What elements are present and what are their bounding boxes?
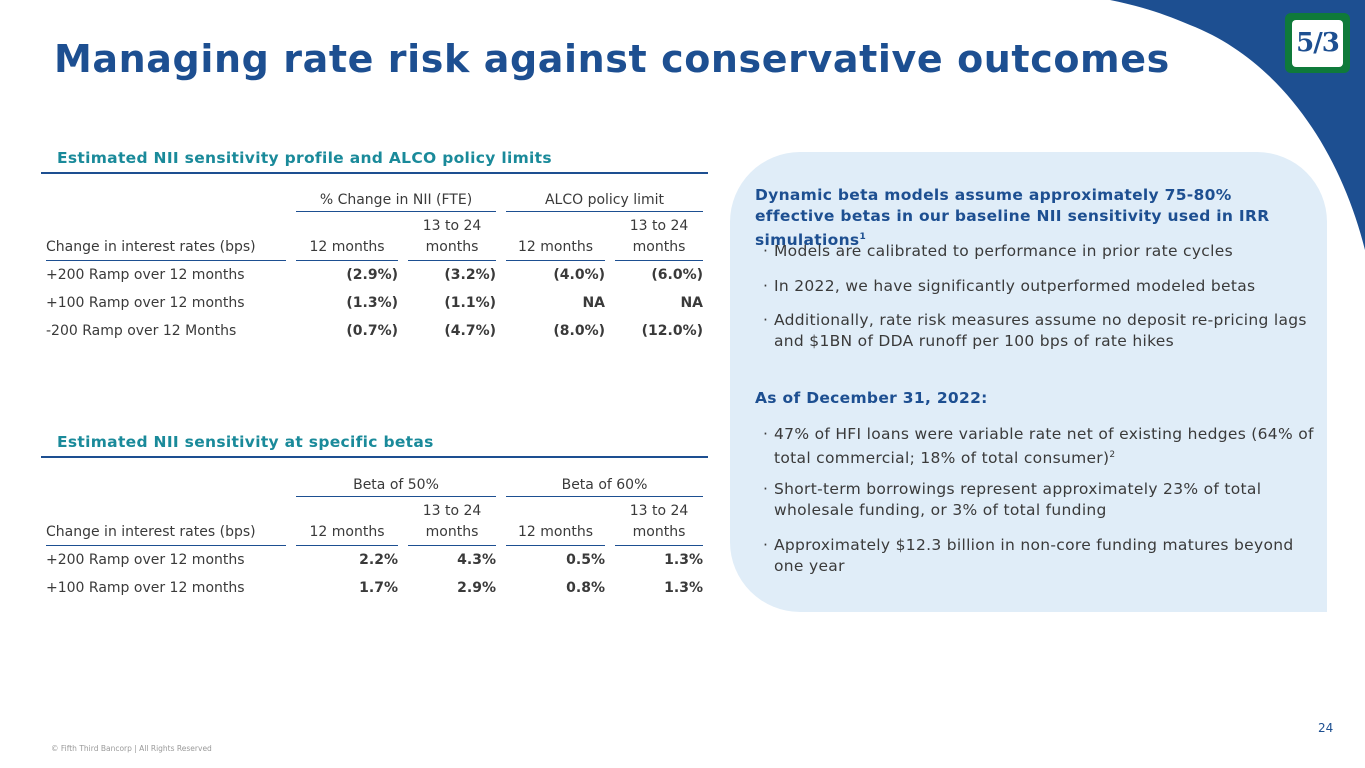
row-label: +100 Ramp over 12 months <box>46 295 245 311</box>
nii-sensitivity-table: % Change in NII (FTE) ALCO policy limit … <box>41 188 708 345</box>
cell: (1.1%) <box>444 295 496 311</box>
bullet-dot: · <box>763 536 769 554</box>
table2-rule <box>41 456 708 458</box>
table1-title: Estimated NII sensitivity profile and AL… <box>57 149 552 167</box>
bullet-item: · Models are calibrated to performance in… <box>763 242 1233 260</box>
footnote-1: 1 <box>859 232 866 242</box>
bullet-dot: · <box>763 311 769 329</box>
col-header-12m: 12 months <box>296 237 398 261</box>
cell: (0.7%) <box>346 323 398 339</box>
bullet-dot: · <box>763 242 769 260</box>
row-label: +200 Ramp over 12 months <box>46 552 245 568</box>
bullet-dot: · <box>763 425 769 443</box>
col-header-1324m: 13 to 24 months <box>408 501 496 546</box>
cell: (4.0%) <box>553 267 605 283</box>
bullet-item: · In 2022, we have significantly outperfo… <box>763 277 1256 295</box>
group-header-beta60: Beta of 60% <box>506 477 703 497</box>
col-header-12m: 12 months <box>296 522 398 546</box>
bullet-dot: · <box>763 277 769 295</box>
bullet-item: · 47% of HFI loans were variable rate net… <box>763 425 1314 468</box>
col-header-12m-alco: 12 months <box>506 237 605 261</box>
cell: (4.7%) <box>444 323 496 339</box>
table-row: +100 Ramp over 12 months (1.3%) (1.1%) N… <box>41 289 708 317</box>
company-logo: 5/3 <box>1285 13 1350 73</box>
table1-rule <box>41 172 708 174</box>
col-header-1324m-b60: 13 to 24 months <box>615 501 703 546</box>
page-title: Managing rate risk against conservative … <box>54 37 1170 81</box>
cell: 1.3% <box>664 552 703 568</box>
cell: (2.9%) <box>346 267 398 283</box>
table-row: +200 Ramp over 12 months 2.2% 4.3% 0.5% … <box>41 546 708 574</box>
cell: (1.3%) <box>346 295 398 311</box>
col-header-12m-b60: 12 months <box>506 522 605 546</box>
cell: (3.2%) <box>444 267 496 283</box>
table2-title: Estimated NII sensitivity at specific be… <box>57 433 434 451</box>
bullet-item: · Approximately $12.3 billion in non-core… <box>763 536 1294 575</box>
cell: NA <box>680 295 703 311</box>
cell: NA <box>582 295 605 311</box>
row-label: +100 Ramp over 12 months <box>46 580 245 596</box>
cell: (6.0%) <box>651 267 703 283</box>
row-label: -200 Ramp over 12 Months <box>46 323 237 339</box>
bullet-dot: · <box>763 480 769 498</box>
table-row: -200 Ramp over 12 Months (0.7%) (4.7%) (… <box>41 317 708 345</box>
cell: (8.0%) <box>553 323 605 339</box>
group-header-nii: % Change in NII (FTE) <box>296 192 496 212</box>
table-row: +100 Ramp over 12 months 1.7% 2.9% 0.8% … <box>41 574 708 602</box>
copyright-footer: © Fifth Third Bancorp | All Rights Reser… <box>51 744 212 753</box>
info-panel <box>730 152 1327 612</box>
col-header-1324m-alco: 13 to 24 months <box>615 216 703 261</box>
cell: 0.5% <box>566 552 605 568</box>
cell: 1.3% <box>664 580 703 596</box>
row-header: Change in interest rates (bps) <box>46 237 286 261</box>
cell: (12.0%) <box>641 323 703 339</box>
logo-text: 5/3 <box>1292 19 1343 67</box>
group-header-alco: ALCO policy limit <box>506 192 703 212</box>
beta-sensitivity-table: Beta of 50% Beta of 60% Change in intere… <box>41 473 708 602</box>
cell: 0.8% <box>566 580 605 596</box>
col-header-1324m: 13 to 24 months <box>408 216 496 261</box>
bullet-item: · Additionally, rate risk measures assume… <box>763 311 1307 350</box>
cell: 4.3% <box>457 552 496 568</box>
cell: 2.9% <box>457 580 496 596</box>
bullet-item: · Short-term borrowings represent approxi… <box>763 480 1262 519</box>
group-header-beta50: Beta of 50% <box>296 477 496 497</box>
footnote-2: 2 <box>1109 450 1116 460</box>
row-header: Change in interest rates (bps) <box>46 522 286 546</box>
cell: 1.7% <box>359 580 398 596</box>
table-row: +200 Ramp over 12 months (2.9%) (3.2%) (… <box>41 261 708 289</box>
row-label: +200 Ramp over 12 months <box>46 267 245 283</box>
as-of-heading: As of December 31, 2022: <box>755 389 988 407</box>
panel-lead: Dynamic beta models assume approximately… <box>755 186 1270 250</box>
cell: 2.2% <box>359 552 398 568</box>
page-number: 24 <box>1318 721 1334 735</box>
